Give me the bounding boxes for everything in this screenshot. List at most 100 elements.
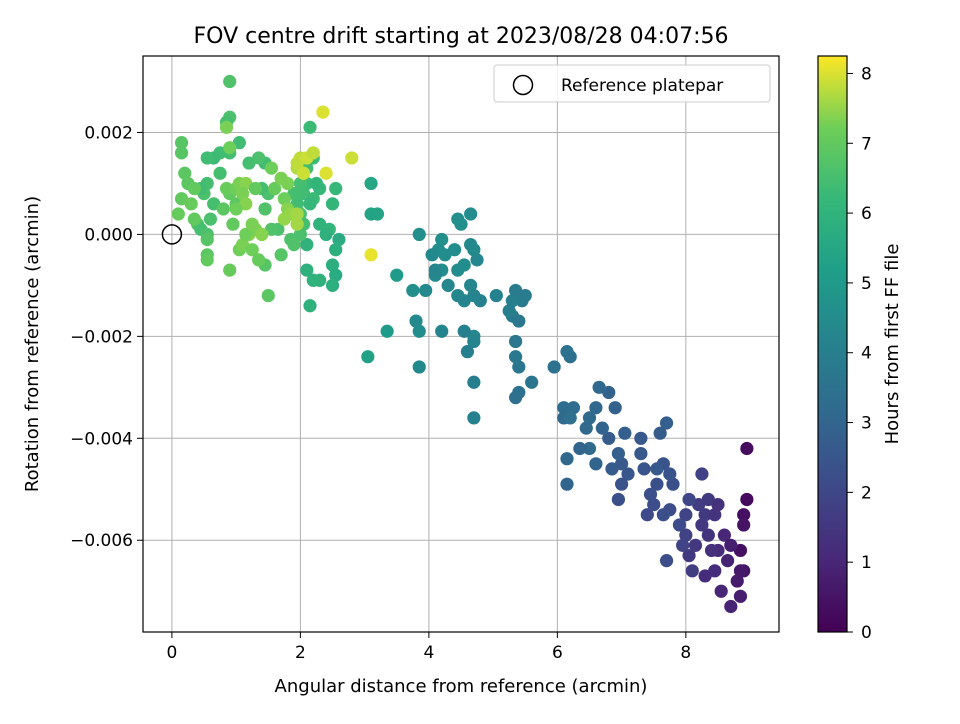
data-point <box>721 554 735 568</box>
data-point <box>268 181 282 196</box>
legend-reference-icon <box>512 74 534 96</box>
data-point <box>364 176 378 191</box>
colorbar-label: Hours from first FF file <box>882 244 903 445</box>
data-point <box>467 375 481 389</box>
data-point <box>293 176 307 191</box>
data-point <box>563 411 577 425</box>
data-point <box>303 120 317 134</box>
data-point <box>242 156 256 170</box>
data-point <box>611 446 625 461</box>
data-point <box>637 462 651 476</box>
data-point <box>223 74 237 89</box>
data-point <box>666 477 680 491</box>
data-point <box>509 334 523 349</box>
data-point <box>509 390 523 405</box>
data-point <box>412 324 426 338</box>
data-point <box>512 314 526 328</box>
data-point <box>579 421 593 435</box>
data-point <box>451 263 465 277</box>
data-point <box>300 238 314 252</box>
data-point <box>223 263 237 277</box>
data-point <box>611 492 625 507</box>
data-point <box>489 288 503 303</box>
colorbar-tick-label: 8 <box>861 64 872 84</box>
data-point <box>213 166 227 180</box>
data-point <box>226 217 240 231</box>
data-point <box>695 518 709 532</box>
data-point <box>647 497 661 512</box>
data-point <box>672 518 687 532</box>
data-point <box>650 462 664 476</box>
data-point <box>653 426 667 440</box>
colorbar <box>817 55 848 633</box>
data-point <box>679 528 693 542</box>
data-point <box>595 421 609 435</box>
colorbar-tick-label: 3 <box>861 414 872 434</box>
data-point <box>464 278 478 292</box>
colorbar-tick-label: 6 <box>861 204 872 224</box>
data-point <box>325 197 340 211</box>
legend: Reference platepar <box>493 64 771 103</box>
data-point <box>605 462 619 476</box>
data-point <box>615 477 629 491</box>
data-point <box>547 360 561 374</box>
data-point <box>332 232 346 247</box>
data-point <box>730 574 744 588</box>
data-point <box>329 181 343 196</box>
reference-marker <box>161 224 183 245</box>
data-point <box>682 548 696 563</box>
data-point <box>733 564 748 578</box>
data-point <box>737 508 751 522</box>
data-point <box>467 411 481 425</box>
colorbar-tick-label: 2 <box>861 483 872 503</box>
data-point <box>261 288 275 303</box>
data-point <box>640 508 654 522</box>
data-point <box>200 232 214 247</box>
data-point <box>245 243 259 257</box>
x-tick-label: 4 <box>423 643 434 663</box>
data-point <box>566 401 581 415</box>
data-point <box>701 528 715 542</box>
data-point <box>740 441 754 456</box>
x-axis-ticks: 0 2 4 6 8 <box>166 632 691 663</box>
data-point <box>659 416 674 430</box>
data-point <box>621 467 635 481</box>
scatter-points <box>171 74 754 614</box>
data-point <box>361 350 375 364</box>
data-point <box>711 497 725 512</box>
data-point <box>676 538 690 552</box>
data-point <box>560 452 574 466</box>
data-point <box>512 360 526 374</box>
colorbar-tick-label: 5 <box>861 274 872 294</box>
data-point <box>659 554 674 568</box>
data-point <box>663 467 677 481</box>
data-point <box>319 166 333 180</box>
colorbar-ticks: 0 1 2 3 4 5 6 7 8 <box>847 64 872 643</box>
colorbar-tick-label: 0 <box>861 623 872 643</box>
data-point <box>464 238 478 252</box>
data-point <box>509 350 523 364</box>
colorbar-tick-label: 7 <box>861 134 872 154</box>
data-point <box>428 263 442 277</box>
data-point <box>435 232 449 247</box>
data-point <box>325 258 340 272</box>
data-point <box>685 564 699 578</box>
data-point <box>737 518 751 532</box>
data-point <box>245 217 259 231</box>
y-tick-label: 0.002 <box>84 123 133 143</box>
data-point <box>306 146 320 160</box>
data-point <box>412 227 426 242</box>
reference-marker-group <box>161 224 183 245</box>
data-point <box>460 345 475 359</box>
data-point <box>714 584 728 598</box>
data-point <box>682 492 696 507</box>
data-point <box>239 227 253 242</box>
data-point <box>258 202 272 216</box>
y-axis-label: Rotation from reference (arcmin) <box>22 196 43 492</box>
data-point <box>688 538 703 552</box>
data-point <box>174 146 189 160</box>
data-point <box>470 253 484 267</box>
data-point <box>187 212 201 226</box>
data-point <box>280 176 295 191</box>
